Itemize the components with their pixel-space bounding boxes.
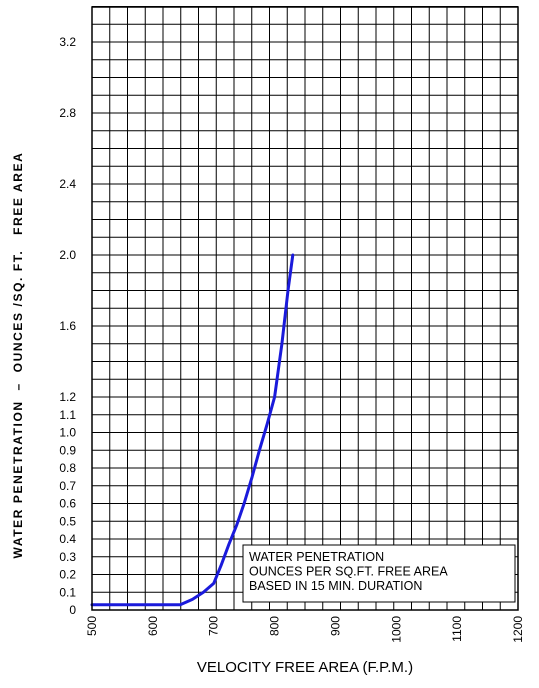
- x-tick-label: 700: [207, 616, 221, 636]
- x-tick-label: 500: [85, 616, 99, 636]
- x-tick-label: 1100: [450, 616, 464, 642]
- x-tick-label: 900: [328, 616, 342, 636]
- water-penetration-curve: [90, 253, 295, 607]
- y-tick-label: 1.6: [59, 319, 76, 333]
- y-tick-label: 3.2: [59, 35, 76, 49]
- y-tick-label: 2.0: [59, 248, 76, 262]
- y-tick-label: 0.1: [59, 585, 76, 599]
- y-tick-label: 2.8: [59, 106, 76, 120]
- plot-border: [91, 6, 519, 611]
- y-tick-label: 0.6: [59, 497, 76, 511]
- y-tick-label: 0.9: [59, 443, 76, 457]
- y-axis-title: WATER PENETRATION – OUNCES /SQ. FT. FREE…: [11, 152, 25, 559]
- y-tick-label: 0.3: [59, 550, 76, 564]
- y-tick-label: 0.8: [59, 461, 76, 475]
- annotation-line: OUNCES PER SQ.FT. FREE AREA: [249, 565, 448, 579]
- y-tick-label: 0.2: [59, 568, 76, 582]
- y-tick-label: 1.2: [59, 390, 76, 404]
- y-tick-labels: 0 0.1 0.2 0.3 0.4 0.5 0.6 0.7 0.8 0.9 1.0 1.1 1.2 1.6…: [59, 35, 76, 617]
- x-tick-label: 1200: [511, 616, 525, 643]
- annotation-frame: [242, 544, 516, 603]
- y-tick-label: 1.0: [59, 426, 76, 440]
- y-tick-label: 2.4: [59, 177, 76, 191]
- series-layer: [90, 253, 295, 607]
- x-axis-title: VELOCITY FREE AREA (F.P.M.): [197, 659, 413, 676]
- y-tick-label: 0.7: [59, 479, 76, 493]
- x-tick-label: 600: [146, 616, 160, 636]
- annotation-line: BASED IN 15 MIN. DURATION: [249, 579, 422, 593]
- plot-frame: [91, 6, 519, 611]
- x-tick-labels: 500 600 700 800 900 1000 1100 1200: [85, 616, 525, 643]
- x-tick-label: 1000: [389, 616, 403, 643]
- y-tick-label: 1.1: [59, 408, 76, 422]
- annotation-line: WATER PENETRATION: [249, 550, 384, 564]
- y-tick-label: 0: [69, 603, 76, 617]
- x-tick-label: 800: [268, 616, 282, 636]
- y-tick-label: 0.5: [59, 514, 76, 528]
- y-tick-label: 0.4: [59, 532, 76, 546]
- grid: [91, 6, 519, 611]
